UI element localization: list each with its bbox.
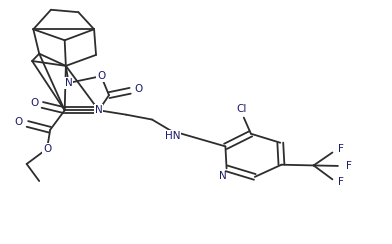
Text: O: O [134,84,142,94]
Text: O: O [15,117,23,127]
Text: N: N [65,78,73,88]
Text: N: N [95,105,103,115]
Text: N: N [219,171,227,181]
Text: F: F [338,144,344,154]
Text: O: O [30,98,38,108]
Text: O: O [97,71,105,81]
Text: O: O [43,144,51,154]
Text: F: F [346,161,352,171]
Text: HN: HN [165,131,180,141]
Text: F: F [338,177,344,187]
Text: Cl: Cl [237,104,247,114]
